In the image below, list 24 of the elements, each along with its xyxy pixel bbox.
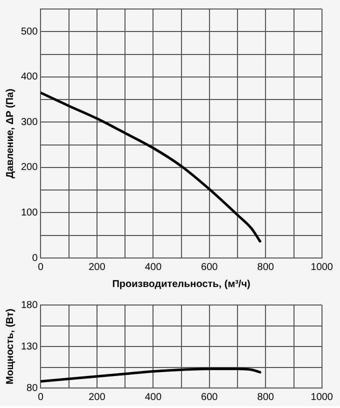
- y-tick-label: 400: [20, 72, 38, 83]
- y-tick-label: 100: [20, 207, 38, 218]
- line-series: [40, 92, 262, 242]
- y-tick-label: 180: [20, 300, 38, 311]
- x-tick-label: 1000: [310, 392, 334, 403]
- y-tick-label: 80: [26, 382, 38, 394]
- y-tick-label: 500: [20, 26, 38, 38]
- x-tick-label: 600: [201, 392, 218, 403]
- x-tick-label: 400: [144, 262, 162, 273]
- x-tick-label: 1000: [310, 262, 334, 273]
- x-tick-label: 800: [257, 262, 274, 273]
- x-tick-label: 200: [88, 392, 106, 403]
- x-tick-label: 600: [201, 262, 218, 273]
- x-axis-title: Производительность, (м³/ч): [112, 278, 250, 290]
- y-tick-label: 300: [20, 116, 38, 128]
- x-tick-label: 800: [257, 392, 274, 403]
- y-axis-title: Мощность, (Вт): [4, 308, 16, 384]
- x-tick-label: 400: [144, 392, 162, 403]
- y-tick-label: 130: [20, 341, 38, 352]
- line-series: [40, 368, 262, 383]
- y-tick-label: 0: [32, 252, 38, 264]
- y-axis-title: Давление, ΔP (Па): [4, 88, 16, 178]
- y-tick-label: 200: [20, 162, 38, 174]
- x-tick-label: 200: [88, 262, 106, 273]
